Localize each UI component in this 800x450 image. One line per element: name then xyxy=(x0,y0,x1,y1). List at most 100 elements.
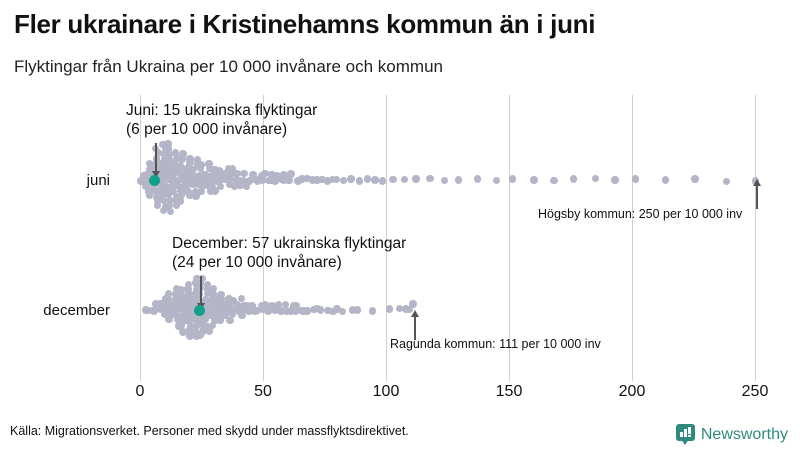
dot-december xyxy=(385,305,394,313)
dot-juni xyxy=(440,176,449,185)
dot-december xyxy=(186,290,194,299)
dot-juni xyxy=(162,182,170,191)
plot-area: juni december Juni: 15 ukrainska flyktin… xyxy=(0,95,800,395)
dot-december xyxy=(189,305,198,314)
dot-juni xyxy=(166,207,175,216)
dot-juni xyxy=(285,176,293,185)
dot-juni xyxy=(186,155,194,163)
dot-december xyxy=(144,306,152,315)
dot-juni xyxy=(145,165,154,174)
dot-juni xyxy=(143,180,152,189)
dot-juni xyxy=(186,191,194,200)
dot-juni xyxy=(157,160,165,168)
gridline-250 xyxy=(755,95,756,380)
dot-juni xyxy=(162,166,171,174)
dot-juni xyxy=(230,182,239,190)
dot-juni xyxy=(273,172,281,180)
dot-december xyxy=(228,310,237,319)
dot-juni xyxy=(691,175,699,183)
dot-december xyxy=(196,331,204,339)
dot-december xyxy=(303,307,311,315)
dot-december xyxy=(222,300,231,308)
dot-december xyxy=(176,291,185,299)
dot-juni xyxy=(173,154,181,163)
dot-juni xyxy=(165,156,174,164)
dot-december xyxy=(277,307,286,315)
dot-december xyxy=(409,300,417,308)
dot-december xyxy=(243,302,252,310)
dot-juni xyxy=(550,176,558,185)
dot-december xyxy=(189,300,198,308)
dot-december xyxy=(287,307,295,315)
dot-juni xyxy=(180,187,188,195)
dot-juni xyxy=(176,170,185,179)
tick-label-200: 200 xyxy=(618,383,646,400)
dot-juni xyxy=(378,177,387,185)
dot-december xyxy=(206,300,214,309)
dot-juni xyxy=(308,176,317,184)
dot-december xyxy=(184,285,192,293)
dot-december xyxy=(209,290,217,298)
dot-juni xyxy=(363,175,372,183)
dot-juni xyxy=(153,196,162,205)
dot-december xyxy=(195,312,203,320)
dot-december xyxy=(204,285,212,294)
dot-december xyxy=(206,311,214,319)
dot-juni xyxy=(222,171,231,179)
dot-juni xyxy=(492,176,501,185)
dot-december xyxy=(353,306,362,314)
dot-juni xyxy=(267,176,275,184)
dot-juni xyxy=(182,169,190,178)
dot-december xyxy=(214,300,223,309)
dot-december xyxy=(193,274,201,283)
dot-juni xyxy=(189,171,198,180)
dot-juni xyxy=(280,171,288,179)
dot-juni xyxy=(184,187,192,196)
dot-juni xyxy=(328,175,337,184)
dot-juni xyxy=(172,201,181,209)
dot-juni xyxy=(236,181,244,190)
dot-december xyxy=(324,306,332,315)
dot-juni xyxy=(193,156,202,164)
dot-december xyxy=(248,302,256,310)
annotation-december-line1: December: 57 ukrainska flyktingar xyxy=(172,235,407,252)
dot-juni xyxy=(261,169,269,178)
dot-juni xyxy=(225,180,234,189)
dot-december xyxy=(152,300,160,308)
dot-juni xyxy=(242,182,251,191)
dot-december xyxy=(193,321,201,330)
dot-december xyxy=(329,307,337,316)
highlighted-dot-december[interactable] xyxy=(193,304,205,316)
dot-juni xyxy=(205,160,213,168)
dot-juni xyxy=(158,187,167,195)
dot-december xyxy=(333,305,341,313)
dot-juni xyxy=(412,175,420,183)
dot-juni xyxy=(253,177,262,185)
tick-50 xyxy=(263,370,264,381)
dot-december xyxy=(164,290,173,298)
dot-december xyxy=(217,290,225,299)
dot-juni xyxy=(332,175,341,184)
dot-juni xyxy=(239,176,248,185)
tick-200 xyxy=(632,370,633,381)
dot-juni xyxy=(226,175,234,184)
dot-december xyxy=(201,315,209,324)
dot-juni xyxy=(165,150,174,159)
row-label-december: december xyxy=(43,302,110,319)
dot-december xyxy=(405,305,414,314)
highlighted-dot-juni[interactable] xyxy=(149,174,161,186)
chart-title: Fler ukrainare i Kristinehamns kommun än… xyxy=(14,9,596,39)
dot-december xyxy=(238,311,246,320)
dot-juni xyxy=(178,155,186,163)
dot-december xyxy=(194,294,203,303)
dot-december xyxy=(217,295,225,303)
dot-december xyxy=(229,296,237,305)
dot-december xyxy=(181,311,190,320)
dot-juni xyxy=(179,150,187,158)
dot-juni xyxy=(170,160,179,168)
dot-juni xyxy=(195,172,204,180)
dot-juni xyxy=(211,187,219,195)
dot-juni xyxy=(323,177,332,185)
brand-name: Newsworthy xyxy=(700,426,788,443)
dot-juni xyxy=(228,169,236,178)
